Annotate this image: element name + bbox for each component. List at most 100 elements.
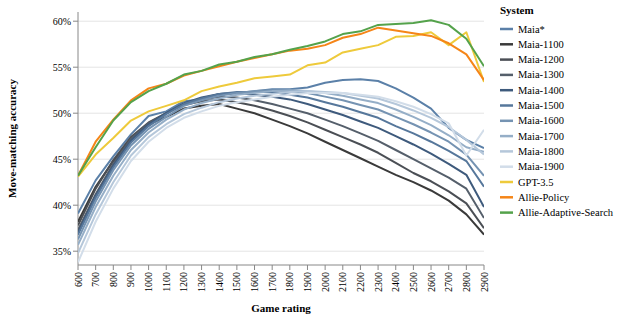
legend-swatch — [500, 150, 513, 153]
x-tick-label: 2800 — [461, 272, 472, 292]
legend-label: Maia* — [518, 24, 545, 35]
x-tick-label: 2300 — [373, 272, 384, 292]
y-tick-label: 55% — [53, 62, 71, 73]
legend-label: Maia-1100 — [518, 39, 564, 50]
x-tick-label: 1900 — [302, 272, 313, 292]
x-tick-label: 800 — [108, 272, 119, 287]
x-tick — [236, 265, 237, 270]
x-tick — [289, 265, 290, 270]
legend-label: Maia-1600 — [518, 115, 564, 126]
y-tick — [73, 251, 78, 252]
legend-swatch — [500, 120, 513, 123]
y-tick — [73, 21, 78, 22]
x-tick-label: 2200 — [355, 272, 366, 292]
x-tick — [360, 265, 361, 270]
y-tick — [73, 205, 78, 206]
y-tick-label: 45% — [53, 154, 71, 165]
series-line — [78, 104, 484, 235]
chart: 35%40%45%50%55%60%6007008009001000110012… — [0, 0, 640, 319]
x-tick-label: 1700 — [267, 272, 278, 292]
grid-line — [78, 205, 484, 206]
series-line — [78, 28, 484, 176]
x-tick-label: 2900 — [479, 272, 490, 292]
lines — [78, 20, 484, 262]
y-tick-label: 60% — [53, 16, 71, 27]
grid-line — [78, 251, 484, 252]
legend-swatch — [500, 74, 513, 77]
x-tick — [448, 265, 449, 270]
y-tick-label: 50% — [53, 108, 71, 119]
legend-swatch — [500, 104, 513, 107]
y-axis — [78, 12, 79, 265]
x-tick — [148, 265, 149, 270]
grid-line — [78, 67, 484, 68]
y-tick — [73, 113, 78, 114]
series-line — [78, 90, 484, 245]
legend-label: GPT-3.5 — [518, 177, 554, 188]
x-axis-title: Game rating — [251, 302, 311, 314]
series-line — [78, 20, 484, 175]
x-tick — [130, 265, 131, 270]
legend-swatch — [500, 43, 513, 46]
x-tick — [95, 265, 96, 270]
x-tick-label: 2100 — [337, 272, 348, 292]
x-tick — [325, 265, 326, 270]
x-tick — [466, 265, 467, 270]
x-tick-label: 1800 — [284, 272, 295, 292]
grid-line — [78, 159, 484, 160]
y-axis-title: Move-matching accuracy — [6, 79, 18, 198]
legend-swatch — [500, 58, 513, 61]
x-tick — [219, 265, 220, 270]
legend-title: System — [500, 4, 534, 16]
x-tick — [113, 265, 114, 270]
x-tick-label: 1400 — [214, 272, 225, 292]
x-tick — [183, 265, 184, 270]
x-tick — [484, 265, 485, 270]
legend-swatch — [500, 165, 513, 168]
legend-swatch — [500, 196, 513, 199]
x-tick — [166, 265, 167, 270]
legend-label: Maia-1800 — [518, 146, 564, 157]
x-tick-label: 1100 — [161, 272, 172, 292]
legend-swatch — [500, 135, 513, 138]
x-tick — [378, 265, 379, 270]
x-tick-label: 1200 — [178, 272, 189, 292]
x-tick — [342, 265, 343, 270]
legend-label: Maia-1300 — [518, 69, 564, 80]
y-tick — [73, 67, 78, 68]
y-tick-label: 40% — [53, 200, 71, 211]
legend: System Maia* Maia-1100 Maia-1200 Maia-1300 Ma… — [500, 4, 614, 218]
x-tick-label: 1300 — [196, 272, 207, 292]
x-tick-label: 1500 — [231, 272, 242, 292]
legend-label: Maia-1400 — [518, 85, 564, 96]
x-tick-label: 1600 — [249, 272, 260, 292]
x-tick-label: 2500 — [408, 272, 419, 292]
x-tick — [431, 265, 432, 270]
x-tick-label: 2700 — [443, 272, 454, 292]
x-tick — [395, 265, 396, 270]
x-tick — [78, 265, 79, 270]
x-tick — [254, 265, 255, 270]
x-tick-label: 2600 — [426, 272, 437, 292]
series-line — [78, 90, 484, 239]
legend-label: Allie-Policy — [518, 192, 570, 203]
series-line — [78, 93, 484, 262]
x-tick — [307, 265, 308, 270]
legend-label: Maia-1900 — [518, 161, 564, 172]
legend-label: Maia-1500 — [518, 100, 564, 111]
x-tick-label: 700 — [90, 272, 101, 287]
x-tick-label: 1000 — [143, 272, 154, 292]
x-tick-label: 2400 — [390, 272, 401, 292]
legend-label: Maia-1200 — [518, 54, 564, 65]
legend-label: Allie-Adaptive-Search — [518, 207, 614, 218]
y-tick-label: 35% — [53, 246, 71, 257]
x-tick — [201, 265, 202, 270]
legend-swatch — [500, 181, 513, 184]
x-tick-label: 2000 — [320, 272, 331, 292]
legend-swatch — [500, 89, 513, 92]
legend-swatch — [500, 211, 513, 214]
grid — [78, 21, 484, 251]
x-tick-label: 600 — [73, 272, 84, 287]
series-line — [78, 32, 484, 176]
legend-label: Maia-1700 — [518, 131, 564, 142]
